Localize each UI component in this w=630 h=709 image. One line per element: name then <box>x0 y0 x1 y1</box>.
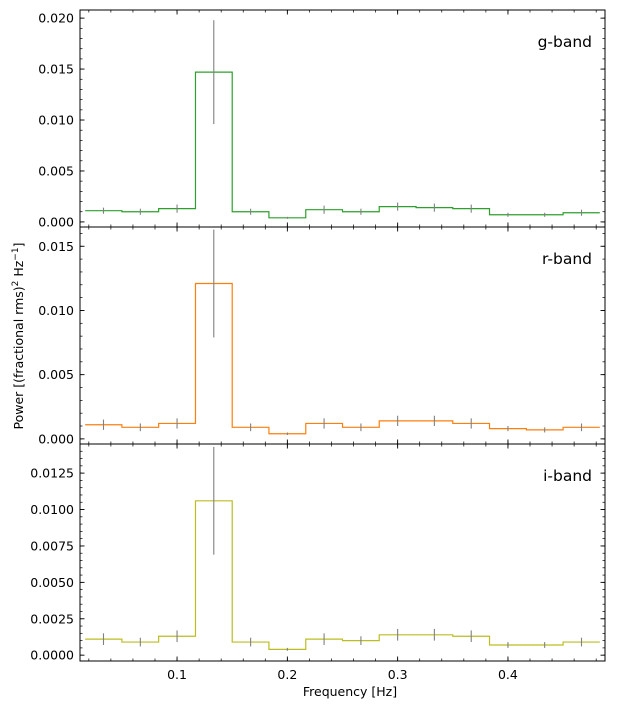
x-tick-label: 0.4 <box>498 667 518 682</box>
y-tick-label: 0.015 <box>38 239 74 254</box>
x-tick-label: 0.3 <box>388 667 408 682</box>
band-label: r-band <box>542 250 592 268</box>
step-line-g-band <box>85 71 600 219</box>
band-label: g-band <box>538 33 592 51</box>
y-tick-label: 0.0100 <box>30 502 74 517</box>
y-axis-label: Power [(fractional rms)2 Hz−1] <box>11 243 26 430</box>
x-tick-label: 0.2 <box>277 667 297 682</box>
y-tick-label: 0.005 <box>38 367 74 382</box>
band-label: i-band <box>543 467 592 485</box>
step-line-i-band <box>85 500 600 650</box>
y-axis-label-main: Power [(fractional rms) <box>11 286 26 429</box>
panel-g-band: 0.000 0.005 0.010 0.015 0.020 g-band <box>38 9 606 229</box>
y-tick-label: 0.0025 <box>30 611 74 626</box>
y-tick-label: 0.020 <box>38 11 74 26</box>
y-axis-label-mid: Hz <box>11 260 26 280</box>
x-axis-label: Frequency [Hz] <box>303 684 397 699</box>
y-tick-label: 0.000 <box>38 214 74 229</box>
y-tick-label: 0.000 <box>38 431 74 446</box>
panel-frame <box>79 9 606 228</box>
y-tick-label: 0.0050 <box>30 575 74 590</box>
y-axis-label-sup1: 2 <box>11 281 21 287</box>
y-tick-label: 0.0125 <box>30 466 74 481</box>
y-axis-label-sup2: −1 <box>11 247 21 260</box>
y-tick-label: 0.010 <box>38 303 74 318</box>
y-tick-label: 0.015 <box>38 62 74 77</box>
panel-frame <box>79 226 606 445</box>
y-tick-label: 0.010 <box>38 113 74 128</box>
panels-group: 0.0000.0050.0100.0150.020g-band0.0000.00… <box>30 9 606 663</box>
y-axis-label-end: ] <box>11 243 26 248</box>
y-tick-label: 0.0000 <box>30 648 74 663</box>
y-tick-label: 0.005 <box>38 163 74 178</box>
x-tick-label: 0.1 <box>167 667 187 682</box>
x-axis: 0.1 0.2 0.3 0.4 <box>167 667 518 682</box>
panel-i-band: 0.0000 0.0025 0.0050 0.0075 0.0100 0.0125 i-ba… <box>30 443 606 663</box>
y-tick-label: 0.0075 <box>30 538 74 553</box>
step-line-r-band <box>85 282 600 435</box>
panel-frame <box>79 443 606 662</box>
panel-r-band: 0.000 0.005 0.010 0.015 r-band <box>38 226 606 446</box>
